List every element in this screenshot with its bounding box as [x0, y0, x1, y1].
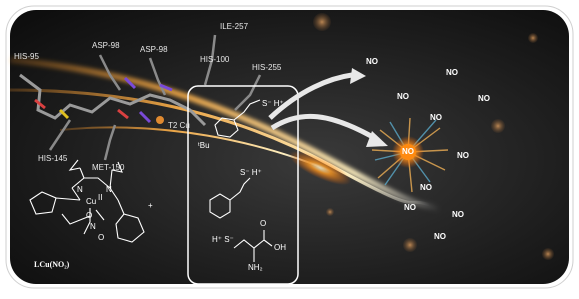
residue-label: MET-150 [92, 163, 125, 172]
atom-label: N [77, 185, 83, 194]
bokeh [313, 13, 331, 31]
residue-label: HIS-145 [38, 154, 68, 163]
background [10, 10, 569, 284]
no-label: NO [402, 147, 414, 156]
no-label: NO [446, 68, 458, 77]
atom-label: O [98, 233, 104, 242]
bokeh [528, 33, 538, 43]
no-label: NO [434, 232, 446, 241]
thiol-label: OH [274, 243, 286, 252]
bokeh [326, 208, 334, 216]
thiol-label: S⁻ H⁺ [262, 99, 284, 108]
no-label: NO [457, 151, 469, 160]
bokeh [403, 238, 417, 252]
plus-sign: + [148, 201, 153, 210]
residue-label: T2 Cu [168, 121, 190, 130]
thiol-label: S⁻ H⁺ [240, 168, 262, 177]
residue-label: ILE-257 [220, 22, 249, 31]
no-label: NO [430, 113, 442, 122]
no-label: NO [452, 210, 464, 219]
no-label: NO [478, 94, 490, 103]
graphical-abstract: HIS-95 ASP-98 ASP-98 ILE-257 HIS-100 HIS-255 T… [0, 0, 579, 294]
bokeh [491, 119, 505, 133]
thiol-label: NH₂ [248, 263, 263, 272]
bokeh [542, 248, 554, 260]
no-label: NO [397, 92, 409, 101]
no-label: NO [366, 57, 378, 66]
thiol-label: ᵗBu [198, 141, 210, 150]
atom-label: II [98, 193, 102, 202]
residue-label: HIS-100 [200, 55, 230, 64]
thiol-label: H⁺ S⁻ [212, 235, 234, 244]
no-label: NO [404, 203, 416, 212]
residue-label: HIS-255 [252, 63, 282, 72]
complex-name: LCu(NO₂) [34, 260, 70, 269]
atom-label: N [90, 222, 96, 231]
residue-label: HIS-95 [14, 52, 39, 61]
thiol-label: O [260, 219, 266, 228]
atom-label: Cu [86, 197, 96, 206]
no-label: NO [420, 183, 432, 192]
atom-label: O [86, 211, 92, 220]
residue-label: ASP-98 [140, 45, 168, 54]
atom-label: N [106, 185, 112, 194]
residue-label: ASP-98 [92, 41, 120, 50]
